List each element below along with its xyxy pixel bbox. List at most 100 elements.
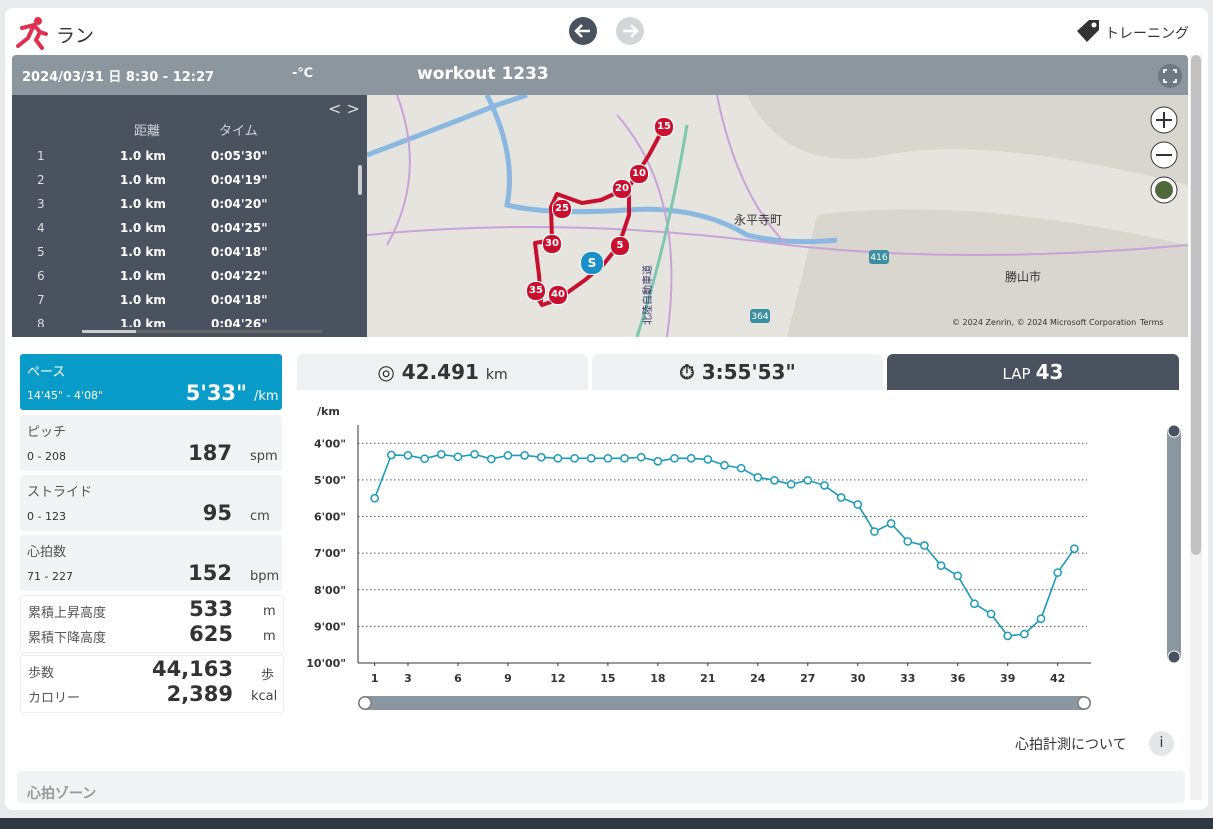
- lap-distance: 1.0 km: [120, 197, 166, 211]
- route-marker: 40: [548, 285, 568, 305]
- stat-label: ストライド: [27, 485, 93, 500]
- pace-point: [720, 460, 729, 470]
- pace-point: [736, 463, 746, 473]
- y-tick-label: 4'00": [314, 437, 346, 450]
- lap-header: タイム: [219, 124, 258, 139]
- zoom-out[interactable]: [1150, 141, 1178, 169]
- stat-unit: bpm: [250, 569, 280, 584]
- lap-number: 7: [37, 293, 45, 307]
- pace-box[interactable]: ペース 14'45" - 4'08" 5'33" /km: [20, 354, 282, 410]
- stat-label: 歩数: [28, 666, 55, 681]
- hr-note[interactable]: 心拍計測について: [1015, 737, 1127, 753]
- nav-arrows: [569, 17, 644, 45]
- x-tick-label: 30: [850, 672, 866, 685]
- y-axis-label: /km: [317, 405, 340, 418]
- place-label: 勝山市: [1005, 269, 1041, 284]
- distance-unit: km: [485, 367, 508, 383]
- route-shield: 416: [870, 253, 887, 263]
- route-marker: 35: [526, 281, 546, 301]
- lap-distance: 1.0 km: [120, 221, 166, 235]
- tag-icon: [1077, 20, 1099, 42]
- lap-time: 0:05'30": [211, 149, 268, 163]
- route-marker: 5: [610, 236, 630, 256]
- steps-box: 歩数 44,163 歩 カロリー 2,389 kcal: [20, 655, 284, 713]
- pace-point: [870, 527, 879, 536]
- lap-distance: 1.0 km: [120, 149, 166, 163]
- pace-chart: /km 4'00" 5'00" 6'00" 7'00" 8'00" 9'00" 10'00"…: [306, 405, 1181, 710]
- vertical-slider[interactable]: [1167, 425, 1181, 663]
- slider-handle[interactable]: [358, 696, 372, 710]
- page-title: ラン: [56, 25, 95, 47]
- x-tick-label: 24: [750, 672, 766, 685]
- pace-point: [753, 473, 763, 482]
- pace-point: [703, 455, 713, 464]
- time-value: 3:55'53": [701, 360, 796, 384]
- map-terms[interactable]: Terms: [1139, 318, 1164, 327]
- training-link[interactable]: トレーニング: [1105, 26, 1189, 42]
- bottom-bar: [0, 818, 1213, 829]
- pace-point: [970, 599, 979, 609]
- stat-label: 累積上昇高度: [28, 606, 107, 621]
- pace-point: [636, 452, 646, 462]
- slider-handle[interactable]: [1077, 696, 1091, 710]
- hr-zone-title: 心拍ゾーン: [27, 786, 97, 802]
- lap-header: 距離: [134, 124, 161, 139]
- heart-rate-box[interactable]: 心拍数 71 - 227 152 bpm: [20, 535, 282, 591]
- lap-distance: 1.0 km: [120, 245, 166, 259]
- stat-unit: cm: [250, 509, 270, 524]
- range-slider[interactable]: [358, 696, 1091, 710]
- x-tick-label: 18: [650, 672, 665, 685]
- pace-point: [920, 541, 929, 550]
- distance-tab[interactable]: ◎ 42.491 km: [297, 354, 588, 390]
- map-style[interactable]: [1150, 176, 1178, 204]
- lap-number: 5: [37, 245, 45, 259]
- temperature: -℃: [292, 66, 314, 81]
- y-tick-label: 5'00": [314, 474, 346, 487]
- pace-point: [520, 451, 529, 460]
- stat-unit: /km: [254, 389, 279, 404]
- pace-line: [373, 453, 1075, 637]
- time-tab[interactable]: ⏱ 3:55'53": [592, 354, 883, 390]
- expand-button[interactable]: [1157, 63, 1183, 89]
- stat-range: 14'45" - 4'08": [27, 389, 104, 402]
- lap-distance: 1.0 km: [120, 173, 166, 187]
- zoom-in[interactable]: [1150, 106, 1178, 134]
- pace-point: [486, 454, 496, 464]
- start-pin: S: [580, 251, 604, 275]
- stat-value: 44,163: [151, 657, 233, 681]
- slider-handle[interactable]: [1167, 650, 1181, 664]
- map-copyright: © 2024 Zenrin, © 2024 Microsoft Corporat…: [952, 318, 1136, 327]
- pace-point: [370, 493, 380, 503]
- stride-box[interactable]: ストライド 0 - 123 95 cm: [20, 475, 282, 531]
- stat-label: ペース: [27, 365, 66, 380]
- pace-point: [420, 454, 429, 464]
- slider-handle[interactable]: [1167, 424, 1181, 438]
- lap-time: 0:04'25": [211, 221, 268, 235]
- lap-panel: < > 距離 タイム 1 1.0 km 0:05'30" 2 1.0 km 0:04'19…: [12, 95, 367, 337]
- lap-distance: 1.0 km: [120, 293, 166, 307]
- info-button[interactable]: i: [1149, 731, 1174, 756]
- lap-scrollbar[interactable]: [358, 165, 362, 195]
- scroll-thumb[interactable]: [1191, 55, 1201, 555]
- distance-value: 42.491: [401, 360, 479, 384]
- pitch-box[interactable]: ピッチ 0 - 208 187 spm: [20, 415, 282, 471]
- lap-tab[interactable]: LAP 43: [887, 354, 1179, 390]
- y-tick-label: 7'00": [314, 547, 346, 560]
- prev-button[interactable]: [569, 17, 597, 45]
- pace-point: [803, 475, 813, 485]
- next-button[interactable]: [616, 17, 644, 45]
- pace-point: [886, 519, 896, 528]
- lap-time: 0:04'20": [211, 197, 268, 211]
- lap-number: 4: [37, 221, 45, 235]
- lap-number: 6: [37, 269, 45, 283]
- route-shield: 364: [751, 312, 768, 322]
- lap-nav[interactable]: < >: [328, 99, 360, 118]
- stat-value: 625: [189, 622, 233, 646]
- pace-point: [403, 451, 413, 460]
- lap-distance: 1.0 km: [120, 269, 166, 283]
- pace-point: [453, 452, 463, 462]
- y-tick-label: 8'00": [314, 584, 346, 597]
- lap-number: 3: [37, 197, 45, 211]
- pace-point: [1003, 631, 1013, 641]
- stat-value: 2,389: [166, 682, 233, 706]
